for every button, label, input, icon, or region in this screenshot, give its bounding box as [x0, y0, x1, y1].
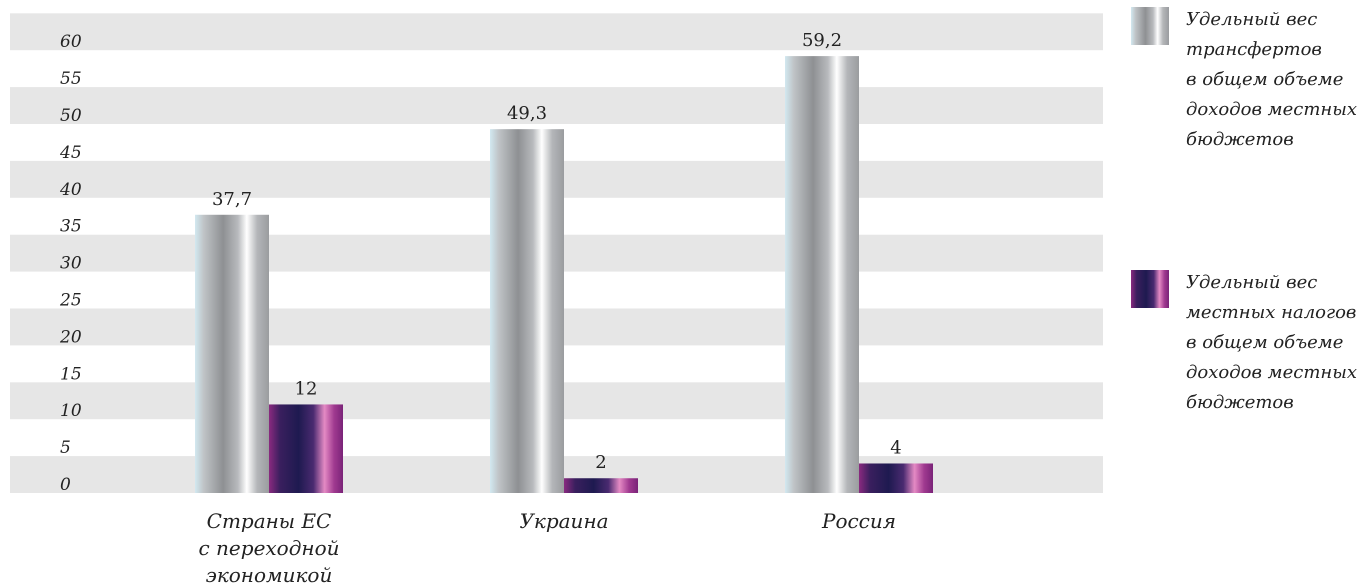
legend-line: местных налогов [1186, 302, 1357, 323]
y-tick-label: 30 [60, 254, 82, 274]
category-label-line: Страны ЕС [207, 509, 332, 533]
category-label-line: с переходной [198, 536, 339, 560]
x-axis-category-labels: Страны ЕС с переходной экономикой Украина Ро… [198, 509, 896, 587]
bar-local-taxes [564, 478, 638, 493]
bar-local-taxes [859, 463, 933, 493]
grid-band [10, 13, 1103, 51]
y-tick-label: 20 [59, 327, 82, 347]
bar-transfers [785, 56, 859, 493]
legend-swatch-silver [1131, 7, 1169, 45]
legend-swatch-purple [1131, 270, 1169, 308]
data-labels: 37,7 49,3 59,2 12 2 4 [212, 30, 902, 473]
grid-band [10, 87, 1103, 124]
y-tick-label: 50 [60, 106, 82, 126]
category-label: Украина [519, 509, 608, 533]
y-tick-label: 55 [60, 69, 82, 89]
bar-value-label: 12 [295, 378, 318, 399]
y-tick-label: 5 [60, 438, 71, 458]
category-label: Россия [821, 509, 896, 533]
legend-line: бюджетов [1186, 392, 1294, 413]
category-label-line: Россия [821, 509, 896, 533]
y-tick-label: 60 [60, 32, 82, 52]
legend-line: доходов местных [1186, 99, 1358, 120]
legend-label: Удельный вес трансфертов в общем объеме … [1186, 5, 1367, 155]
legend-line: Удельный вес [1186, 272, 1318, 293]
category-label: Страны ЕС с переходной экономикой [198, 509, 339, 587]
y-tick-label: 25 [59, 291, 82, 311]
legend-item-local-taxes: Удельный вес местных налогов в общем объ… [1131, 268, 1367, 428]
legend-line: трансфертов [1186, 39, 1322, 60]
bars [195, 56, 933, 494]
category-label-line: экономикой [206, 563, 333, 587]
legend-line: в общем объеме [1186, 69, 1344, 90]
bar-transfers [490, 129, 564, 493]
y-tick-label: 0 [60, 475, 71, 495]
y-tick-label: 35 [60, 217, 82, 237]
category-label-line: Украина [519, 509, 608, 533]
y-tick-label: 45 [59, 143, 82, 163]
bar-value-label: 49,3 [507, 103, 547, 124]
bar-transfers [195, 214, 269, 494]
bar-value-label: 37,7 [212, 189, 252, 210]
bar-value-label: 59,2 [802, 30, 842, 51]
legend-line: доходов местных [1186, 362, 1358, 383]
legend-label: Удельный вес местных налогов в общем объ… [1186, 268, 1367, 418]
bar-local-taxes [269, 404, 343, 493]
y-tick-label: 40 [59, 180, 82, 200]
y-tick-label: 10 [60, 401, 82, 421]
y-tick-label: 15 [60, 364, 82, 384]
legend-item-transfers: Удельный вес трансфертов в общем объеме … [1131, 5, 1367, 165]
bar-value-label: 4 [890, 437, 901, 458]
legend-line: бюджетов [1186, 129, 1294, 150]
legend-line: Удельный вес [1186, 9, 1318, 30]
legend-line: в общем объеме [1186, 332, 1344, 353]
y-axis-tick-labels: 0 5 10 15 20 25 30 35 40 45 50 55 60 [59, 32, 82, 495]
bar-value-label: 2 [595, 452, 606, 473]
